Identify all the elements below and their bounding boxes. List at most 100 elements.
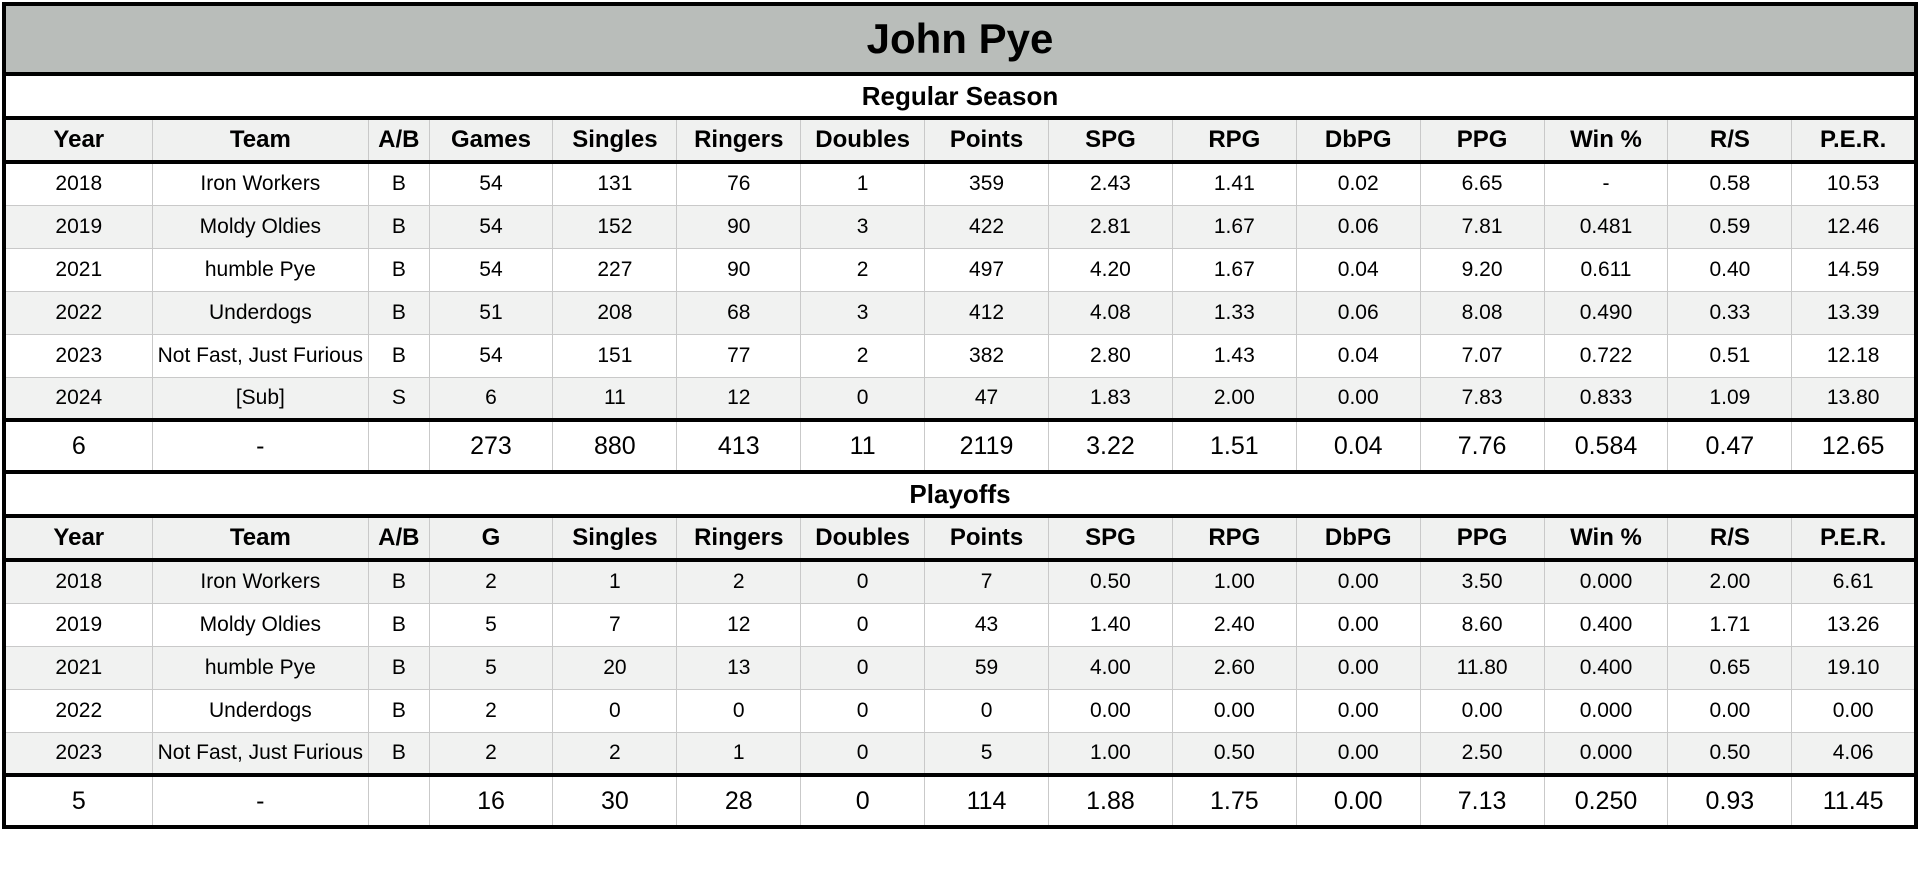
table-cell: 2 [552, 731, 678, 776]
section-band-row: Playoffs [4, 470, 1916, 518]
totals-cell: 11.45 [1791, 773, 1917, 829]
table-cell: 0 [924, 688, 1049, 733]
table-cell: 11.80 [1419, 645, 1545, 690]
table-cell: 6.61 [1791, 559, 1917, 604]
column-header: A/B [368, 118, 430, 164]
totals-cell: 1.75 [1171, 773, 1297, 829]
table-cell: Iron Workers [151, 559, 370, 604]
table-cell: humble Pye [151, 645, 370, 690]
table-cell: 0.000 [1543, 688, 1669, 733]
column-header: RPG [1171, 516, 1297, 562]
table-cell: 1 [676, 731, 802, 776]
table-cell: 0.481 [1543, 204, 1669, 249]
table-row: 2021 humble Pye B 54 227 90 2 497 4.20 1.67 0.04 9.… [3, 247, 1917, 292]
totals-cell: 2119 [924, 418, 1049, 474]
table-cell: 2.43 [1047, 161, 1173, 206]
table-cell: Moldy Oldies [151, 204, 370, 249]
table-cell: Underdogs [151, 688, 370, 733]
totals-row: 6- 273 880 413 11 2119 3.22 1.51 0.04 7.76 0.584 0.… [3, 418, 1917, 474]
table-cell: 1.71 [1667, 602, 1793, 647]
totals-row: 5- 16 30 28 0 114 1.88 1.75 0.00 7.13 0.250 0.93 11.… [3, 773, 1917, 829]
table-cell: 1.00 [1047, 731, 1173, 776]
table-cell: 2.60 [1171, 645, 1297, 690]
section-playoffs: Playoffs Year Team A/B G Singles Ringers Double… [3, 470, 1917, 829]
table-cell: 412 [924, 290, 1049, 335]
table-cell: 2.81 [1047, 204, 1173, 249]
table-cell: 1.83 [1047, 376, 1173, 421]
table-cell: 2.40 [1171, 602, 1297, 647]
table-cell: 8.08 [1419, 290, 1545, 335]
table-cell: 20 [552, 645, 678, 690]
table-cell: 7.81 [1419, 204, 1545, 249]
table-cell: 0.000 [1543, 731, 1669, 776]
table-row: 2018 Iron Workers B 2 1 2 0 7 0.50 1.00 0.00 3.50 0.… [3, 559, 1917, 604]
table-cell: B [368, 559, 430, 604]
column-header: Doubles [800, 516, 926, 562]
column-header: G [428, 516, 554, 562]
table-row: 2018 Iron Workers B 54 131 76 1 359 2.43 1.41 0.02… [3, 161, 1917, 206]
table-cell: 12.46 [1791, 204, 1917, 249]
table-cell: S [368, 376, 430, 421]
table-cell: Underdogs [151, 290, 370, 335]
column-header: SPG [1047, 516, 1173, 562]
table-cell: 0.400 [1543, 602, 1669, 647]
table-cell: 12 [676, 376, 802, 421]
table-cell: 4.00 [1047, 645, 1173, 690]
table-cell: 2 [428, 688, 554, 733]
column-header: R/S [1667, 516, 1793, 562]
table-cell: Not Fast, Just Furious [151, 333, 370, 378]
table-cell: 0.00 [1295, 602, 1421, 647]
table-cell: 4.20 [1047, 247, 1173, 292]
table-cell: 0.00 [1295, 731, 1421, 776]
table-cell: 51 [428, 290, 554, 335]
table-cell: 2024 [3, 376, 153, 421]
table-cell: 0.50 [1667, 731, 1793, 776]
table-cell: 0.00 [1667, 688, 1793, 733]
table-cell: 2.50 [1419, 731, 1545, 776]
table-cell: 0.58 [1667, 161, 1793, 206]
totals-cell: 28 [676, 773, 802, 829]
table-cell: - [1543, 161, 1669, 206]
table-row: 2022 Underdogs B 51 208 68 3 412 4.08 1.33 0.06 8.0… [3, 290, 1917, 335]
table-cell: 0.00 [1295, 559, 1421, 604]
table-cell: 2 [428, 731, 554, 776]
table-cell: 497 [924, 247, 1049, 292]
table-cell: 7 [924, 559, 1049, 604]
totals-cell: 0 [800, 773, 926, 829]
table-cell: 5 [428, 602, 554, 647]
table-cell: 0.490 [1543, 290, 1669, 335]
column-header: Points [924, 118, 1049, 164]
table-cell: 2 [676, 559, 802, 604]
table-cell: 90 [676, 204, 802, 249]
section-title: Regular Season [4, 72, 1916, 120]
table-cell: B [368, 204, 430, 249]
totals-cell: 30 [552, 773, 678, 829]
totals-cell: 7.13 [1419, 773, 1545, 829]
table-row: 2023 Not Fast, Just Furious B 2 2 1 0 5 1.00 0.50… [3, 731, 1917, 776]
table-cell: 0.65 [1667, 645, 1793, 690]
totals-cell: 5 [3, 773, 153, 829]
table-cell: 68 [676, 290, 802, 335]
table-cell: 1 [800, 161, 926, 206]
table-cell: 2.00 [1171, 376, 1297, 421]
column-header: A/B [368, 516, 430, 562]
table-cell: 0 [800, 645, 926, 690]
table-cell: 152 [552, 204, 678, 249]
column-header: Points [924, 516, 1049, 562]
table-cell: 1.43 [1171, 333, 1297, 378]
table-cell: 19.10 [1791, 645, 1917, 690]
table-cell: [Sub] [151, 376, 370, 421]
table-cell: 4.06 [1791, 731, 1917, 776]
table-cell: 359 [924, 161, 1049, 206]
totals-cell: 16 [428, 773, 554, 829]
column-header: Win % [1543, 516, 1669, 562]
player-stats-table: John Pye Regular Season Year Team A/B Games S… [2, 2, 1918, 829]
table-cell: B [368, 688, 430, 733]
table-cell: B [368, 290, 430, 335]
totals-cell: 0.04 [1295, 418, 1421, 474]
table-cell: 7.07 [1419, 333, 1545, 378]
table-cell: 0.00 [1791, 688, 1917, 733]
table-cell: B [368, 333, 430, 378]
table-cell: 227 [552, 247, 678, 292]
table-cell: 13 [676, 645, 802, 690]
